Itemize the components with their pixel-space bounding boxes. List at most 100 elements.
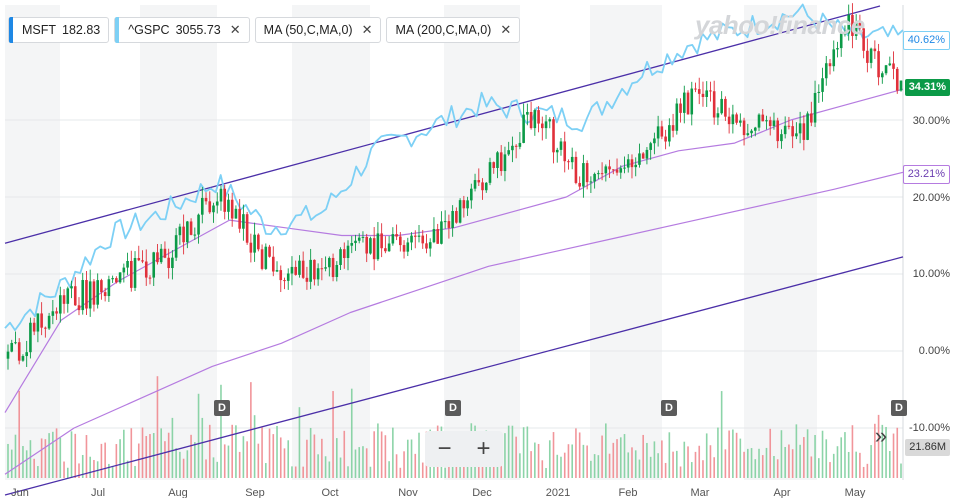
x-tick-label: May bbox=[845, 487, 866, 498]
dividend-marker[interactable]: D bbox=[661, 400, 677, 416]
candle-body bbox=[17, 342, 21, 361]
candle-body bbox=[608, 166, 611, 170]
candle-body bbox=[671, 125, 675, 131]
volume-bar bbox=[111, 466, 114, 478]
dividend-marker[interactable]: D bbox=[891, 400, 907, 416]
volume-bar bbox=[40, 438, 43, 478]
volume-bar bbox=[167, 432, 170, 478]
candle-body bbox=[320, 268, 324, 270]
volume-bar bbox=[612, 442, 615, 478]
scroll-right-button[interactable]: » bbox=[874, 423, 888, 448]
volume-bar bbox=[900, 463, 902, 478]
candle-body bbox=[604, 166, 608, 174]
volume-bar bbox=[66, 467, 69, 478]
dividend-marker[interactable]: D bbox=[445, 400, 461, 416]
candle-body bbox=[85, 280, 88, 309]
candle-body bbox=[817, 91, 821, 93]
volume-bar bbox=[410, 439, 413, 478]
candle-body bbox=[253, 234, 256, 253]
candle-body bbox=[204, 197, 208, 202]
candle-body bbox=[309, 259, 312, 282]
candle-body bbox=[836, 48, 839, 50]
volume-bar bbox=[724, 449, 727, 478]
candle-body bbox=[832, 49, 836, 67]
zoom-in-button[interactable]: + bbox=[476, 435, 491, 462]
volume-bar bbox=[548, 440, 551, 478]
volume-bar bbox=[392, 427, 394, 478]
candle-body bbox=[361, 236, 365, 238]
candle-body bbox=[455, 210, 458, 223]
candle-body bbox=[92, 281, 96, 305]
candle-body bbox=[313, 259, 316, 280]
candle-body bbox=[589, 181, 593, 183]
candle-body bbox=[428, 242, 432, 249]
candle-body bbox=[77, 305, 81, 311]
y-tick-label: 20.00% bbox=[912, 192, 950, 204]
volume-bar bbox=[732, 429, 734, 478]
candle-body bbox=[529, 111, 533, 129]
ma200-line bbox=[4, 171, 904, 475]
volume-bar bbox=[298, 407, 301, 478]
volume-bar bbox=[194, 442, 196, 478]
candle-body bbox=[481, 182, 484, 191]
candle-body bbox=[522, 114, 525, 143]
candle-body bbox=[148, 277, 152, 279]
candle-body bbox=[795, 133, 798, 137]
candle-body bbox=[432, 229, 436, 243]
candle-body bbox=[294, 266, 298, 275]
candle-body bbox=[335, 264, 339, 278]
volume-bar bbox=[735, 432, 738, 478]
legend-gspc[interactable]: ^GSPC 3055.73 ✕ bbox=[114, 17, 250, 43]
candle-body bbox=[271, 256, 275, 272]
candle-body bbox=[384, 248, 387, 252]
volume-bar bbox=[235, 425, 237, 478]
close-icon[interactable]: ✕ bbox=[500, 22, 512, 37]
x-tick-label: Jun bbox=[11, 487, 29, 498]
candle-body bbox=[653, 138, 656, 144]
candle-body bbox=[59, 295, 62, 314]
volume-bar bbox=[257, 443, 260, 478]
volume-bar bbox=[276, 425, 278, 478]
volume-bar bbox=[694, 451, 697, 478]
volume-bar bbox=[552, 432, 555, 478]
volume-bar bbox=[847, 451, 850, 478]
candle-body bbox=[316, 268, 320, 280]
y-tick-label: 0.00% bbox=[918, 345, 950, 357]
x-tick-label: 2021 bbox=[546, 487, 570, 498]
candle-body bbox=[660, 126, 664, 137]
volume-bar bbox=[590, 460, 592, 478]
volume-bar bbox=[855, 451, 857, 478]
candle-body bbox=[484, 182, 488, 191]
dividend-marker[interactable]: D bbox=[214, 400, 230, 416]
candle-body bbox=[111, 278, 114, 280]
zoom-out-button[interactable]: − bbox=[437, 435, 452, 462]
month-band bbox=[140, 5, 217, 480]
candle-body bbox=[712, 91, 716, 118]
volume-bar bbox=[164, 441, 166, 478]
candle-body bbox=[697, 89, 701, 94]
legend-msft[interactable]: MSFT 182.83 bbox=[8, 17, 110, 43]
close-icon[interactable]: ✕ bbox=[229, 22, 241, 37]
volume-bar bbox=[171, 417, 174, 478]
volume-bar bbox=[803, 437, 805, 478]
volume-bar bbox=[664, 462, 667, 478]
candle-body bbox=[118, 272, 122, 283]
candle-body bbox=[899, 80, 903, 91]
candle-body bbox=[783, 125, 787, 135]
candle-body bbox=[724, 98, 727, 117]
volume-bar bbox=[52, 431, 54, 478]
volume-bar bbox=[747, 448, 749, 478]
volume-bar bbox=[784, 447, 786, 478]
volume-bar bbox=[676, 450, 678, 478]
candle-body bbox=[466, 200, 469, 209]
candle-body bbox=[686, 92, 690, 115]
legend-ma50[interactable]: MA (50,C,MA,0) ✕ bbox=[254, 17, 382, 43]
candle-body bbox=[342, 249, 346, 258]
x-tick-label: Aug bbox=[168, 487, 188, 498]
candle-body bbox=[630, 159, 634, 168]
volume-bar bbox=[265, 463, 267, 478]
close-icon[interactable]: ✕ bbox=[361, 22, 373, 37]
legend-ma200[interactable]: MA (200,C,MA,0) ✕ bbox=[386, 17, 521, 43]
candle-body bbox=[720, 98, 723, 114]
